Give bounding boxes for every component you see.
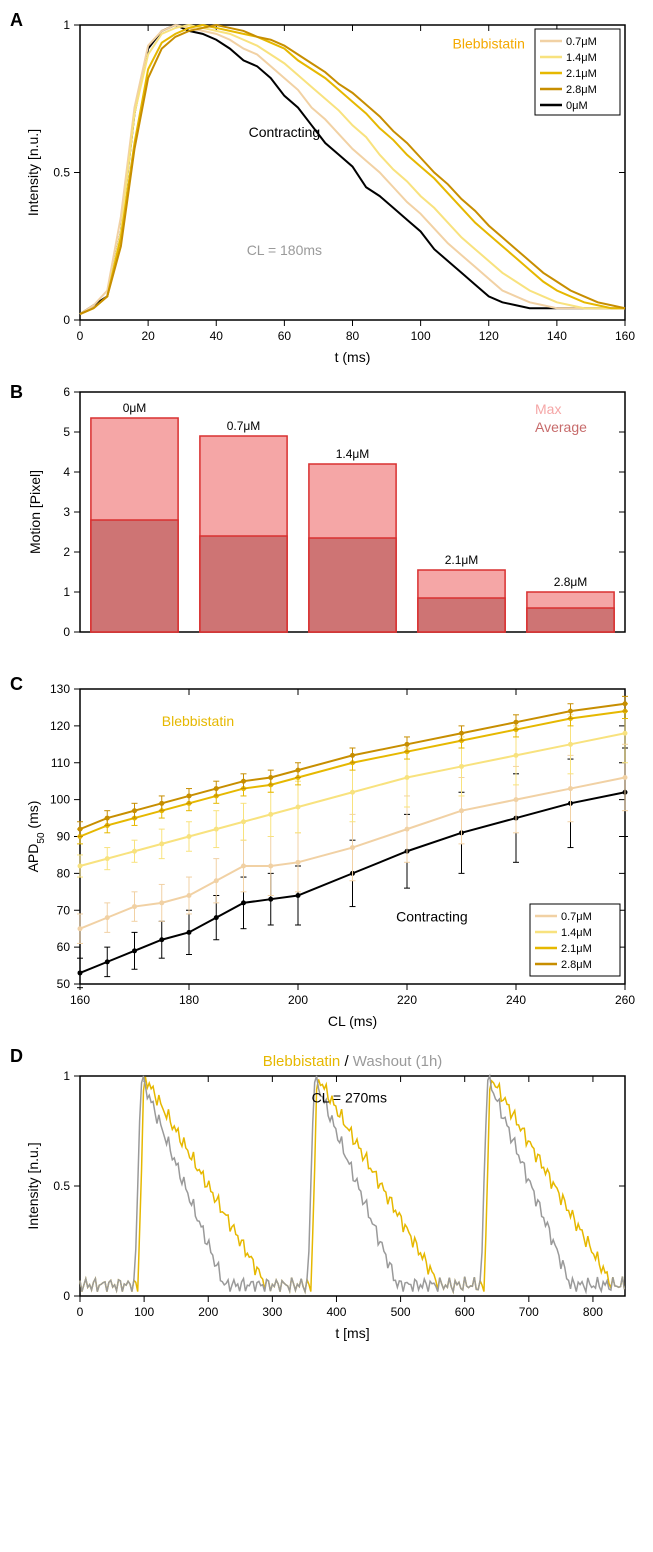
svg-text:1: 1	[63, 18, 70, 32]
svg-text:0.7μM: 0.7μM	[566, 36, 597, 48]
svg-text:4: 4	[63, 465, 70, 479]
panel-c-label: C	[10, 674, 23, 695]
svg-text:Motion [Pixel]: Motion [Pixel]	[27, 470, 43, 554]
svg-text:600: 600	[455, 1305, 475, 1319]
svg-text:60: 60	[278, 329, 292, 343]
svg-text:0.7μM: 0.7μM	[227, 419, 261, 433]
svg-text:400: 400	[326, 1305, 346, 1319]
svg-text:6: 6	[63, 385, 70, 399]
panel-b-chart: 0 1 2 3 4 5 6 Motion [Pixel] 0μM 0.7μM 1.4μM 2.1μM 2…	[10, 382, 643, 662]
svg-text:0: 0	[77, 1305, 84, 1319]
svg-text:140: 140	[547, 329, 567, 343]
svg-text:300: 300	[262, 1305, 282, 1319]
svg-text:Blebbistatin: Blebbistatin	[162, 713, 234, 729]
panel-a-chart: 0 20 40 60 80 100 120 140 160 0 0.5 1 t (ms) Intensit…	[10, 10, 643, 370]
svg-text:CL = 270ms: CL = 270ms	[312, 1089, 387, 1105]
panel-b-label: B	[10, 382, 23, 403]
svg-text:90: 90	[57, 830, 71, 844]
svg-text:50: 50	[57, 977, 71, 991]
svg-text:1.4μM: 1.4μM	[561, 927, 592, 939]
svg-text:20: 20	[141, 329, 155, 343]
svg-text:60: 60	[57, 940, 71, 954]
svg-text:0: 0	[63, 1289, 70, 1303]
svg-text:5: 5	[63, 425, 70, 439]
svg-text:40: 40	[210, 329, 224, 343]
panel-a-label: A	[10, 10, 23, 31]
svg-text:3: 3	[63, 505, 70, 519]
svg-text:700: 700	[519, 1305, 539, 1319]
svg-text:Max: Max	[535, 401, 561, 417]
figure: { "panelA": { "label": "A", "type": "lin…	[0, 0, 653, 1368]
panel-d-label: D	[10, 1046, 23, 1067]
svg-text:100: 100	[134, 1305, 154, 1319]
svg-text:Blebbistatin: Blebbistatin	[453, 36, 525, 52]
svg-text:130: 130	[50, 682, 70, 696]
svg-text:80: 80	[346, 329, 360, 343]
svg-text:800: 800	[583, 1305, 603, 1319]
panel-c: C 16018020022024026050607080901001101201…	[10, 674, 643, 1034]
svg-text:70: 70	[57, 903, 71, 917]
svg-text:0: 0	[63, 625, 70, 639]
panel-c-chart: 160 180 200 220 240 260 50 60 70 80 90 100 110 120 130…	[10, 674, 643, 1034]
svg-text:t [ms]: t [ms]	[335, 1325, 369, 1341]
svg-text:1.4μM: 1.4μM	[566, 52, 597, 64]
svg-text:260: 260	[615, 993, 635, 1007]
svg-text:120: 120	[479, 329, 499, 343]
svg-text:160: 160	[70, 993, 90, 1007]
svg-text:100: 100	[411, 329, 431, 343]
svg-text:200: 200	[198, 1305, 218, 1319]
svg-text:80: 80	[57, 866, 71, 880]
svg-text:2.1μM: 2.1μM	[566, 68, 597, 80]
panel-d-chart: 0 100 200 300 400 500 600 700 800 0 0.5 1 t [ms] Inte…	[10, 1046, 643, 1346]
svg-text:Blebbistatin / Washout (1h): Blebbistatin / Washout (1h)	[263, 1053, 443, 1070]
svg-text:Average: Average	[535, 419, 587, 435]
svg-text:100: 100	[50, 793, 70, 807]
svg-text:2.8μM: 2.8μM	[561, 959, 592, 971]
panel-d: D 0 100 200 300 400 500 600 700 800 0 0.5 1 t [ms] In…	[10, 1046, 643, 1346]
svg-text:0μM: 0μM	[123, 401, 147, 415]
svg-text:Intensity [n.u.]: Intensity [n.u.]	[25, 129, 41, 216]
panel-b: B 0 1 2 3 4 5 6 Motion [Pixel] 0μM 0.7μM 1.4μM 2.1μ…	[10, 382, 643, 662]
svg-text:110: 110	[51, 756, 70, 770]
svg-text:120: 120	[50, 719, 70, 733]
svg-text:160: 160	[615, 329, 635, 343]
svg-text:2: 2	[63, 545, 70, 559]
svg-text:500: 500	[391, 1305, 411, 1319]
svg-text:180: 180	[179, 993, 199, 1007]
svg-text:0μM: 0μM	[566, 100, 588, 112]
svg-text:1: 1	[63, 1069, 70, 1083]
svg-text:Contracting: Contracting	[396, 908, 468, 924]
svg-text:2.8μM: 2.8μM	[554, 575, 588, 589]
svg-text:CL (ms): CL (ms)	[328, 1013, 377, 1029]
svg-text:0.5: 0.5	[53, 166, 70, 180]
svg-text:t (ms): t (ms)	[335, 349, 371, 365]
svg-text:1.4μM: 1.4μM	[336, 447, 370, 461]
svg-text:240: 240	[506, 993, 526, 1007]
svg-text:0: 0	[77, 329, 84, 343]
svg-text:200: 200	[288, 993, 308, 1007]
svg-text:220: 220	[397, 993, 417, 1007]
panel-a: A 0 20 40 60 80 100 120 140 160 0 0.5 1 t (ms) Intens…	[10, 10, 643, 370]
svg-text:0.5: 0.5	[53, 1179, 70, 1193]
svg-text:APD50 (ms): APD50 (ms)	[25, 801, 47, 873]
svg-text:CL = 180ms: CL = 180ms	[247, 242, 322, 258]
svg-text:1: 1	[63, 585, 70, 599]
svg-text:0: 0	[63, 313, 70, 327]
svg-text:Intensity [n.u.]: Intensity [n.u.]	[25, 1142, 41, 1229]
svg-text:2.1μM: 2.1μM	[561, 943, 592, 955]
svg-text:2.8μM: 2.8μM	[566, 84, 597, 96]
svg-text:0.7μM: 0.7μM	[561, 911, 592, 923]
svg-text:2.1μM: 2.1μM	[445, 553, 479, 567]
svg-text:Contracting: Contracting	[249, 124, 321, 140]
